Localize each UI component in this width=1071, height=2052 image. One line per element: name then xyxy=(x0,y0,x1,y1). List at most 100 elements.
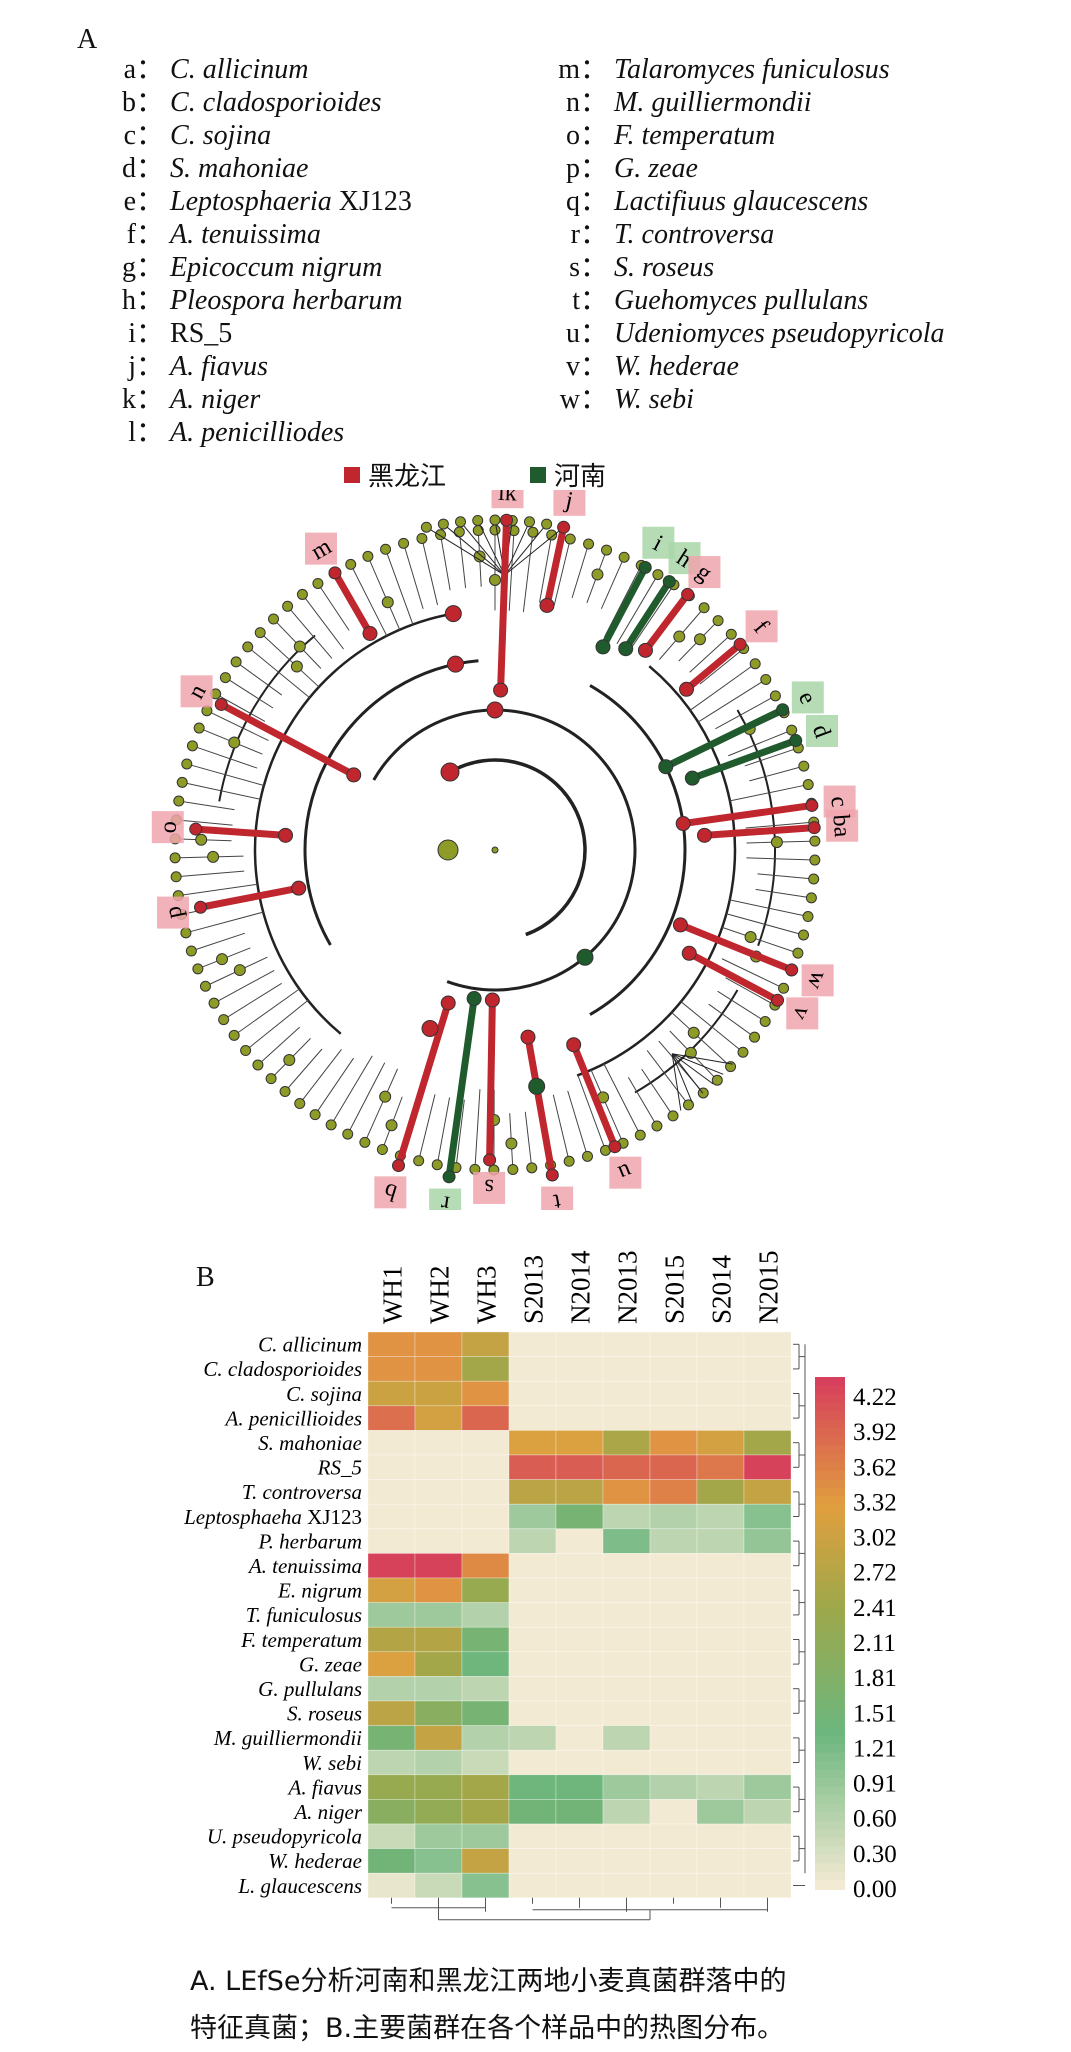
species-key: l xyxy=(96,416,136,449)
heatmap-cell xyxy=(697,1480,744,1505)
leaf-node xyxy=(171,872,181,882)
inner-node xyxy=(592,569,603,580)
heatmap-cell xyxy=(603,1652,650,1677)
species-legend-item: q：Lactifiuus glaucescens xyxy=(540,185,944,218)
leaf-node xyxy=(750,659,760,669)
heatmap-cell xyxy=(603,1529,650,1554)
color-scale-step xyxy=(815,1539,845,1549)
species-key-colon: ： xyxy=(136,219,164,250)
species-key: j xyxy=(96,350,136,383)
heatmap-cell xyxy=(556,1676,603,1701)
heatmap-cell xyxy=(697,1849,744,1874)
heatmap-row-label: A. penicillioides xyxy=(224,1406,362,1430)
species-key-colon: ： xyxy=(136,153,164,184)
heatmap-cell xyxy=(415,1824,462,1849)
heatmap-cell xyxy=(603,1849,650,1874)
heatmap-cell xyxy=(697,1726,744,1751)
leaf-node xyxy=(193,964,203,974)
heatmap-cell xyxy=(697,1455,744,1480)
heatmap-cell xyxy=(462,1873,509,1898)
heatmap-cell xyxy=(697,1775,744,1800)
species-name: Talaromyces funiculosus xyxy=(614,54,890,85)
heatmap-cell xyxy=(509,1701,556,1726)
species-key: p xyxy=(540,152,580,185)
species-name: A. fiavus xyxy=(170,351,268,382)
heatmap-cell xyxy=(556,1480,603,1505)
heatmap-cell xyxy=(650,1849,697,1874)
highlight-node xyxy=(638,643,652,657)
heatmap-column-label: WH3 xyxy=(472,1266,502,1324)
leaf-node xyxy=(584,539,594,549)
highlight-node xyxy=(682,946,696,960)
heatmap-cell xyxy=(368,1504,415,1529)
heatmap-cell xyxy=(650,1357,697,1382)
species-legend-item: s：S. roseus xyxy=(540,251,944,284)
legend-henan: 河南 xyxy=(530,456,606,493)
heatmap-cell xyxy=(697,1406,744,1431)
heatmap-cell xyxy=(415,1603,462,1628)
heatmap-cell xyxy=(603,1775,650,1800)
order-node-red xyxy=(487,702,503,718)
heatmap-cell xyxy=(603,1381,650,1406)
color-scale-step xyxy=(815,1650,845,1660)
species-key: c xyxy=(96,119,136,152)
color-scale-step xyxy=(815,1394,845,1404)
highlight-branch xyxy=(683,805,812,823)
color-scale-step xyxy=(815,1812,845,1822)
color-scale-step xyxy=(815,1778,845,1788)
color-scale-step xyxy=(815,1582,845,1592)
heatmap-cell xyxy=(603,1553,650,1578)
heatmap-cell xyxy=(603,1578,650,1603)
color-scale-step xyxy=(815,1770,845,1780)
heilongjiang-swatch xyxy=(344,467,360,483)
species-legend-item: u：Udeniomyces pseudopyricola xyxy=(540,317,944,350)
leaf-branch xyxy=(750,766,804,781)
heatmap-cell xyxy=(603,1504,650,1529)
color-scale-step xyxy=(815,1505,845,1515)
heatmap-cell xyxy=(462,1701,509,1726)
color-scale-tick: 2.41 xyxy=(853,1595,897,1622)
leaf-node xyxy=(799,761,809,771)
heatmap-row-label: C. sojina xyxy=(286,1382,362,1406)
species-legend-item: w：W. sebi xyxy=(540,383,944,416)
highlight-leaf xyxy=(734,638,746,650)
column-dendrogram xyxy=(392,1898,768,1920)
color-scale-step xyxy=(815,1659,845,1669)
leaf-node xyxy=(770,691,780,701)
heilongjiang-label: 黑龙江 xyxy=(368,456,446,493)
species-key-colon: ： xyxy=(136,186,164,217)
species-name: Leptosphaeria xyxy=(170,186,332,217)
species-legend-item: p：G. zeae xyxy=(540,152,944,185)
heatmap-row-label: A. tenuissima xyxy=(247,1554,362,1578)
heatmap-cell xyxy=(509,1553,556,1578)
class-node-red xyxy=(441,763,459,781)
leaf-branch xyxy=(700,649,744,684)
heatmap-cell xyxy=(509,1676,556,1701)
highlight-leaf xyxy=(808,822,820,834)
color-scale-step xyxy=(815,1752,845,1762)
leaf-branch xyxy=(365,1069,398,1142)
order-node-red xyxy=(422,1021,438,1037)
heatmap-cell xyxy=(744,1406,791,1431)
order-node-red xyxy=(447,656,463,672)
color-scale-tick: 1.51 xyxy=(853,1700,897,1727)
species-key-colon: ： xyxy=(136,252,164,283)
heatmap-column-label: WH1 xyxy=(378,1266,408,1324)
leaf-branch xyxy=(248,647,310,698)
leaf-node xyxy=(297,589,307,599)
leaf-branch xyxy=(572,544,588,598)
color-scale-step xyxy=(815,1676,845,1686)
species-key: n xyxy=(540,86,580,119)
heatmap-cell xyxy=(697,1603,744,1628)
heatmap-cell xyxy=(556,1824,603,1849)
species-name: S. mahoniae xyxy=(170,153,308,184)
color-scale-step xyxy=(815,1454,845,1464)
leaf-node xyxy=(399,538,409,548)
species-key: d xyxy=(96,152,136,185)
heatmap-cell xyxy=(462,1504,509,1529)
heatmap-cell xyxy=(368,1775,415,1800)
heatmap-cell xyxy=(556,1455,603,1480)
heatmap-cell xyxy=(462,1849,509,1874)
heatmap-cell xyxy=(603,1603,650,1628)
